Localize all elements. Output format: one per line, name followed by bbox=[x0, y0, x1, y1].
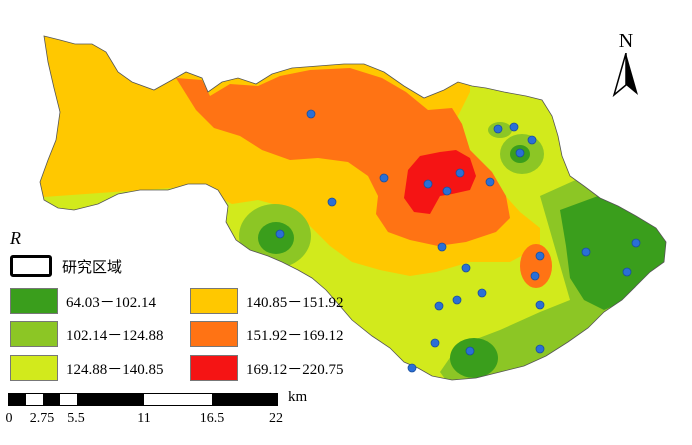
rain-station bbox=[306, 109, 316, 119]
rain-station bbox=[527, 135, 537, 145]
rain-station bbox=[477, 288, 487, 298]
scale-segment bbox=[9, 394, 26, 405]
legend-label: 169.12－220.75 bbox=[246, 361, 344, 378]
scale-tick: 16.5 bbox=[199, 411, 225, 426]
rain-station bbox=[581, 247, 591, 257]
rain-station bbox=[631, 238, 641, 248]
legend-swatch bbox=[190, 321, 238, 347]
rain-station bbox=[515, 148, 525, 158]
scale-tick: 0 bbox=[5, 411, 13, 426]
legend-label: 64.03－102.14 bbox=[66, 294, 157, 311]
scale-tick: 5.5 bbox=[67, 411, 85, 426]
legend-class-2: 102.14－124.88 bbox=[10, 321, 164, 347]
scale-bar-segments bbox=[8, 393, 278, 406]
scale-segment bbox=[76, 394, 144, 405]
scale-tick: 22 bbox=[269, 411, 283, 426]
scale-segment bbox=[144, 394, 212, 405]
legend-class-6: 169.12－220.75 bbox=[190, 355, 344, 381]
scale-segment bbox=[211, 394, 278, 405]
rain-station bbox=[493, 124, 503, 134]
rain-station bbox=[535, 300, 545, 310]
rain-station bbox=[455, 168, 465, 178]
legend-class-3: 124.88－140.85 bbox=[10, 355, 164, 381]
legend-study-area: 研究区域 bbox=[10, 255, 122, 277]
zone-64-102-west bbox=[258, 222, 294, 254]
legend-label: 102.14－124.88 bbox=[66, 327, 164, 344]
legend-swatch bbox=[10, 355, 58, 381]
rain-station bbox=[379, 173, 389, 183]
zone-169-220 bbox=[404, 150, 476, 214]
rain-station bbox=[465, 346, 475, 356]
scale-segment bbox=[25, 394, 43, 405]
legend-class-5: 151.92－169.12 bbox=[190, 321, 344, 347]
rain-station bbox=[530, 271, 540, 281]
legend-class-4: 140.85－151.92 bbox=[190, 288, 344, 314]
rain-station bbox=[327, 197, 337, 207]
rain-station bbox=[434, 301, 444, 311]
study-area-swatch bbox=[10, 255, 52, 277]
rain-station bbox=[535, 251, 545, 261]
rain-station bbox=[485, 177, 495, 187]
rain-station-points bbox=[275, 109, 641, 373]
zone-151-169-small bbox=[520, 244, 552, 288]
legend-label: 151.92－169.12 bbox=[246, 327, 344, 344]
legend-swatch bbox=[10, 288, 58, 314]
legend-swatch bbox=[190, 288, 238, 314]
rain-station bbox=[423, 179, 433, 189]
scale-tick: 11 bbox=[137, 411, 151, 426]
rain-station bbox=[622, 267, 632, 277]
legend-label: 124.88－140.85 bbox=[66, 361, 164, 378]
north-arrow-icon bbox=[612, 52, 638, 98]
rain-station bbox=[430, 338, 440, 348]
north-arrow: N bbox=[611, 30, 641, 104]
legend-label: 140.85－151.92 bbox=[246, 294, 344, 311]
scale-segment bbox=[59, 394, 77, 405]
study-area-boundary bbox=[39, 35, 667, 381]
rain-station bbox=[437, 242, 447, 252]
rain-station bbox=[509, 122, 519, 132]
north-label: N bbox=[618, 30, 634, 52]
rain-station bbox=[452, 295, 462, 305]
rain-station bbox=[461, 263, 471, 273]
scale-tick: 2.75 bbox=[29, 411, 55, 426]
scale-segment bbox=[42, 394, 60, 405]
rain-station bbox=[275, 229, 285, 239]
scale-unit: km bbox=[288, 389, 308, 405]
legend-swatch bbox=[10, 321, 58, 347]
legend-study-area-label: 研究区域 bbox=[62, 257, 123, 276]
legend-swatch bbox=[190, 355, 238, 381]
legend-class-1: 64.03－102.14 bbox=[10, 288, 156, 314]
rain-station bbox=[442, 186, 452, 196]
rain-station bbox=[407, 363, 417, 373]
legend-title: R bbox=[10, 228, 21, 248]
zone-64-102-south bbox=[450, 338, 498, 378]
rain-station bbox=[535, 344, 545, 354]
